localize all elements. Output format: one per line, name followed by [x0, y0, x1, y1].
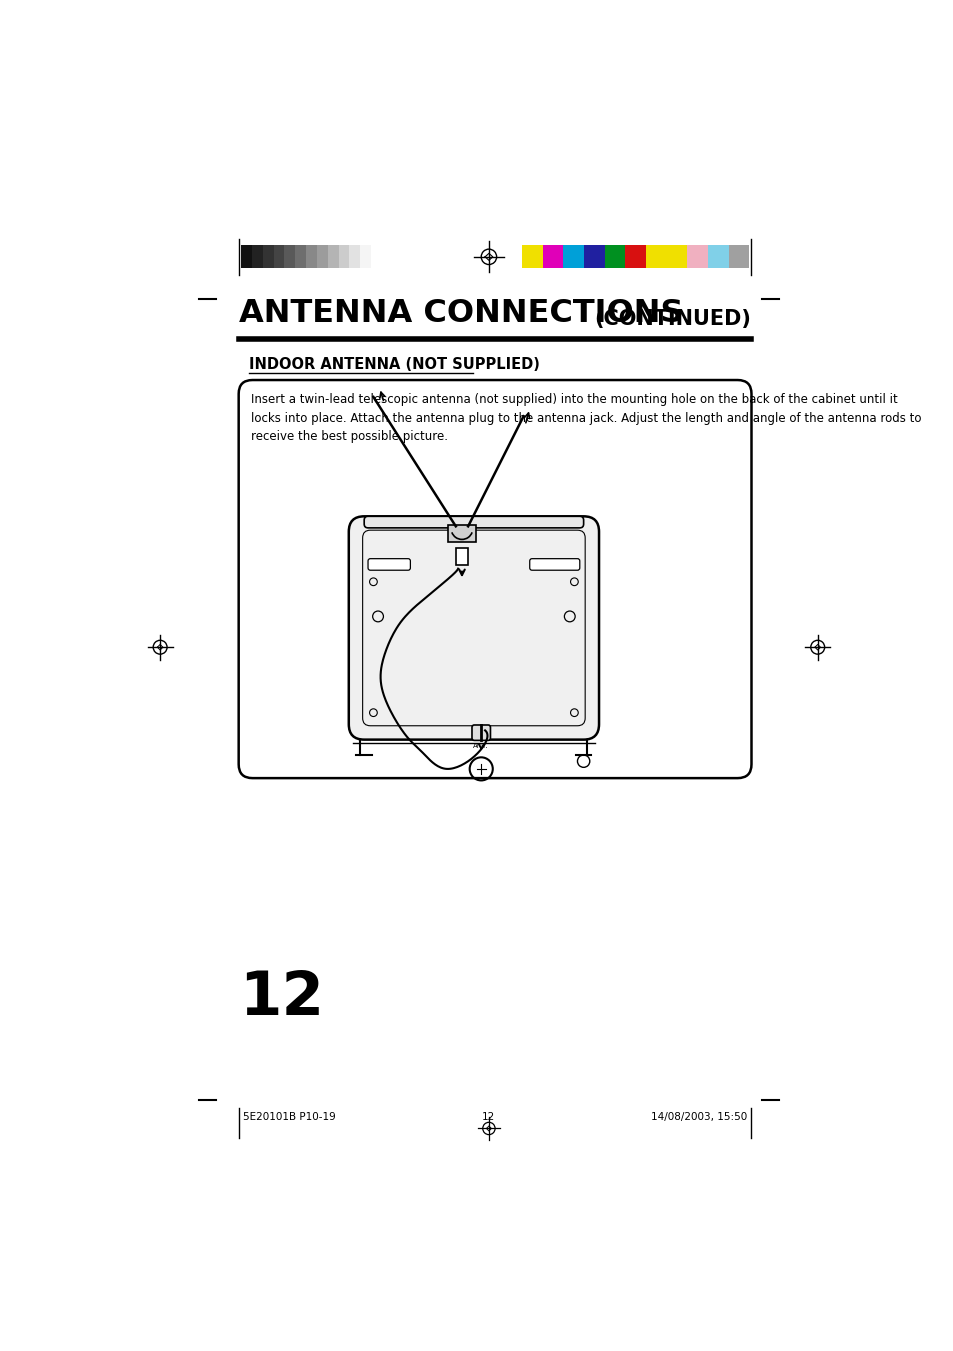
Bar — [624, 246, 645, 269]
Text: 14/08/2003, 15:50: 14/08/2003, 15:50 — [650, 1112, 746, 1123]
Bar — [316, 246, 327, 269]
Bar — [542, 246, 562, 269]
Bar — [521, 246, 542, 269]
Text: 12: 12 — [482, 1112, 495, 1123]
Bar — [645, 246, 666, 269]
FancyBboxPatch shape — [349, 516, 598, 739]
Bar — [327, 246, 338, 269]
Text: ANTENNA CONNECTIONS: ANTENNA CONNECTIONS — [238, 299, 682, 330]
Bar — [349, 246, 360, 269]
Bar — [666, 246, 686, 269]
FancyBboxPatch shape — [472, 725, 490, 740]
Bar — [686, 246, 707, 269]
Text: INDOOR ANTENNA (NOT SUPPLIED): INDOOR ANTENNA (NOT SUPPLIED) — [249, 357, 539, 372]
Bar — [448, 524, 476, 542]
Bar — [456, 549, 468, 565]
FancyBboxPatch shape — [529, 559, 579, 570]
Bar — [338, 246, 349, 269]
Text: Insert a twin-lead telescopic antenna (not supplied) into the mounting hole on t: Insert a twin-lead telescopic antenna (n… — [251, 393, 921, 443]
Bar — [562, 246, 583, 269]
Bar — [262, 246, 274, 269]
Bar — [360, 246, 371, 269]
Bar — [306, 246, 316, 269]
Bar — [241, 246, 252, 269]
Bar — [728, 246, 748, 269]
Text: 5E20101B P10-19: 5E20101B P10-19 — [243, 1112, 335, 1123]
Bar — [294, 246, 306, 269]
Text: 12: 12 — [238, 970, 323, 1028]
Text: (CONTINUED): (CONTINUED) — [594, 309, 751, 330]
Bar — [707, 246, 728, 269]
Bar — [252, 246, 262, 269]
FancyBboxPatch shape — [364, 516, 583, 528]
FancyBboxPatch shape — [368, 559, 410, 570]
FancyBboxPatch shape — [238, 380, 751, 778]
Bar — [284, 246, 294, 269]
Bar — [583, 246, 604, 269]
Bar — [371, 246, 381, 269]
Bar — [604, 246, 624, 269]
Text: ANT.: ANT. — [473, 743, 489, 748]
Bar — [274, 246, 284, 269]
